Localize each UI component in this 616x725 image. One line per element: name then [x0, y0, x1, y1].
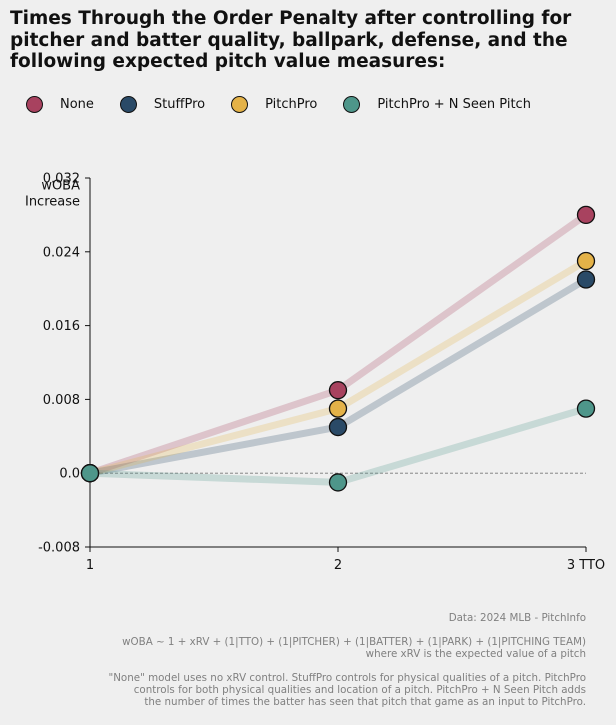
data-point	[328, 381, 348, 400]
formula-line: where xRV is the expected value of a pit…	[365, 648, 586, 660]
y-tick-label: 0.024	[43, 245, 80, 260]
data-point	[576, 399, 596, 418]
formula-line: wOBA ~ 1 + xRV + (1|TTO) + (1|PITCHER) +…	[122, 636, 586, 648]
model-formula: wOBA ~ 1 + xRV + (1|TTO) + (1|PITCHER) +…	[26, 636, 586, 660]
source-text: Data: 2024 MLB - PitchInfo	[448, 612, 586, 624]
title-line: pitcher and batter quality, ballpark, de…	[10, 29, 568, 51]
data-point	[80, 464, 100, 483]
y-tick-label: 0.0	[59, 467, 80, 482]
x-tick-label: 2	[334, 558, 342, 573]
legend-marker-none	[26, 95, 43, 113]
data-source: Data: 2024 MLB - PitchInfo	[26, 612, 586, 624]
model-notes: "None" model uses no xRV control. StuffP…	[26, 672, 586, 708]
legend-marker-stuffpro	[119, 95, 137, 113]
legend-item-none: None	[26, 95, 94, 113]
note-line: controls for both physical qualities and…	[133, 684, 586, 696]
y-tick-label: -0.008	[38, 541, 80, 556]
data-point	[328, 399, 348, 418]
note-line: the number of times the batter has seen …	[144, 696, 586, 708]
legend-label: None	[60, 96, 94, 112]
line-chart: -0.008 0.0 0.008 0.016 0.024 0.032wOBAIncreas…	[25, 172, 605, 574]
y-tick-label: 0.032	[43, 172, 80, 187]
data-point	[328, 473, 348, 492]
y-axis-label: Increase	[25, 195, 80, 210]
data-point	[576, 270, 596, 289]
title-line: Times Through the Order Penalty after co…	[10, 8, 572, 29]
legend-label: PitchPro	[265, 96, 318, 112]
legend-marker-pitchpro-n-seen	[343, 95, 361, 113]
chart-title: Times Through the Order Penalty after co…	[10, 8, 610, 73]
y-tick-label: 0.008	[43, 393, 80, 408]
title-line: following expected pitch value measures:	[10, 51, 446, 72]
data-point	[328, 417, 348, 437]
legend-marker-pitchpro	[231, 95, 249, 113]
data-point	[576, 205, 596, 225]
legend-item-stuffpro: StuffPro	[119, 95, 206, 113]
x-tick-label: 3 TTO	[567, 558, 605, 573]
legend: None StuffPro PitchPro PitchPro + N Seen…	[26, 94, 531, 114]
legend-label: PitchPro + N Seen Pitch	[377, 96, 531, 112]
data-point	[576, 251, 596, 271]
note-line: "None" model uses no xRV control. StuffP…	[108, 672, 586, 684]
footer-notes: Data: 2024 MLB - PitchInfo wOBA ~ 1 + xR…	[26, 612, 586, 720]
x-tick-label: 1	[86, 558, 94, 573]
y-axis-label: wOBA	[41, 179, 80, 194]
legend-item-pitchpro-n-seen: PitchPro + N Seen Pitch	[343, 95, 531, 113]
y-tick-label: 0.016	[43, 319, 80, 334]
legend-label: StuffPro	[153, 96, 206, 112]
series-line	[86, 257, 590, 477]
legend-item-pitchpro: PitchPro	[231, 95, 318, 113]
